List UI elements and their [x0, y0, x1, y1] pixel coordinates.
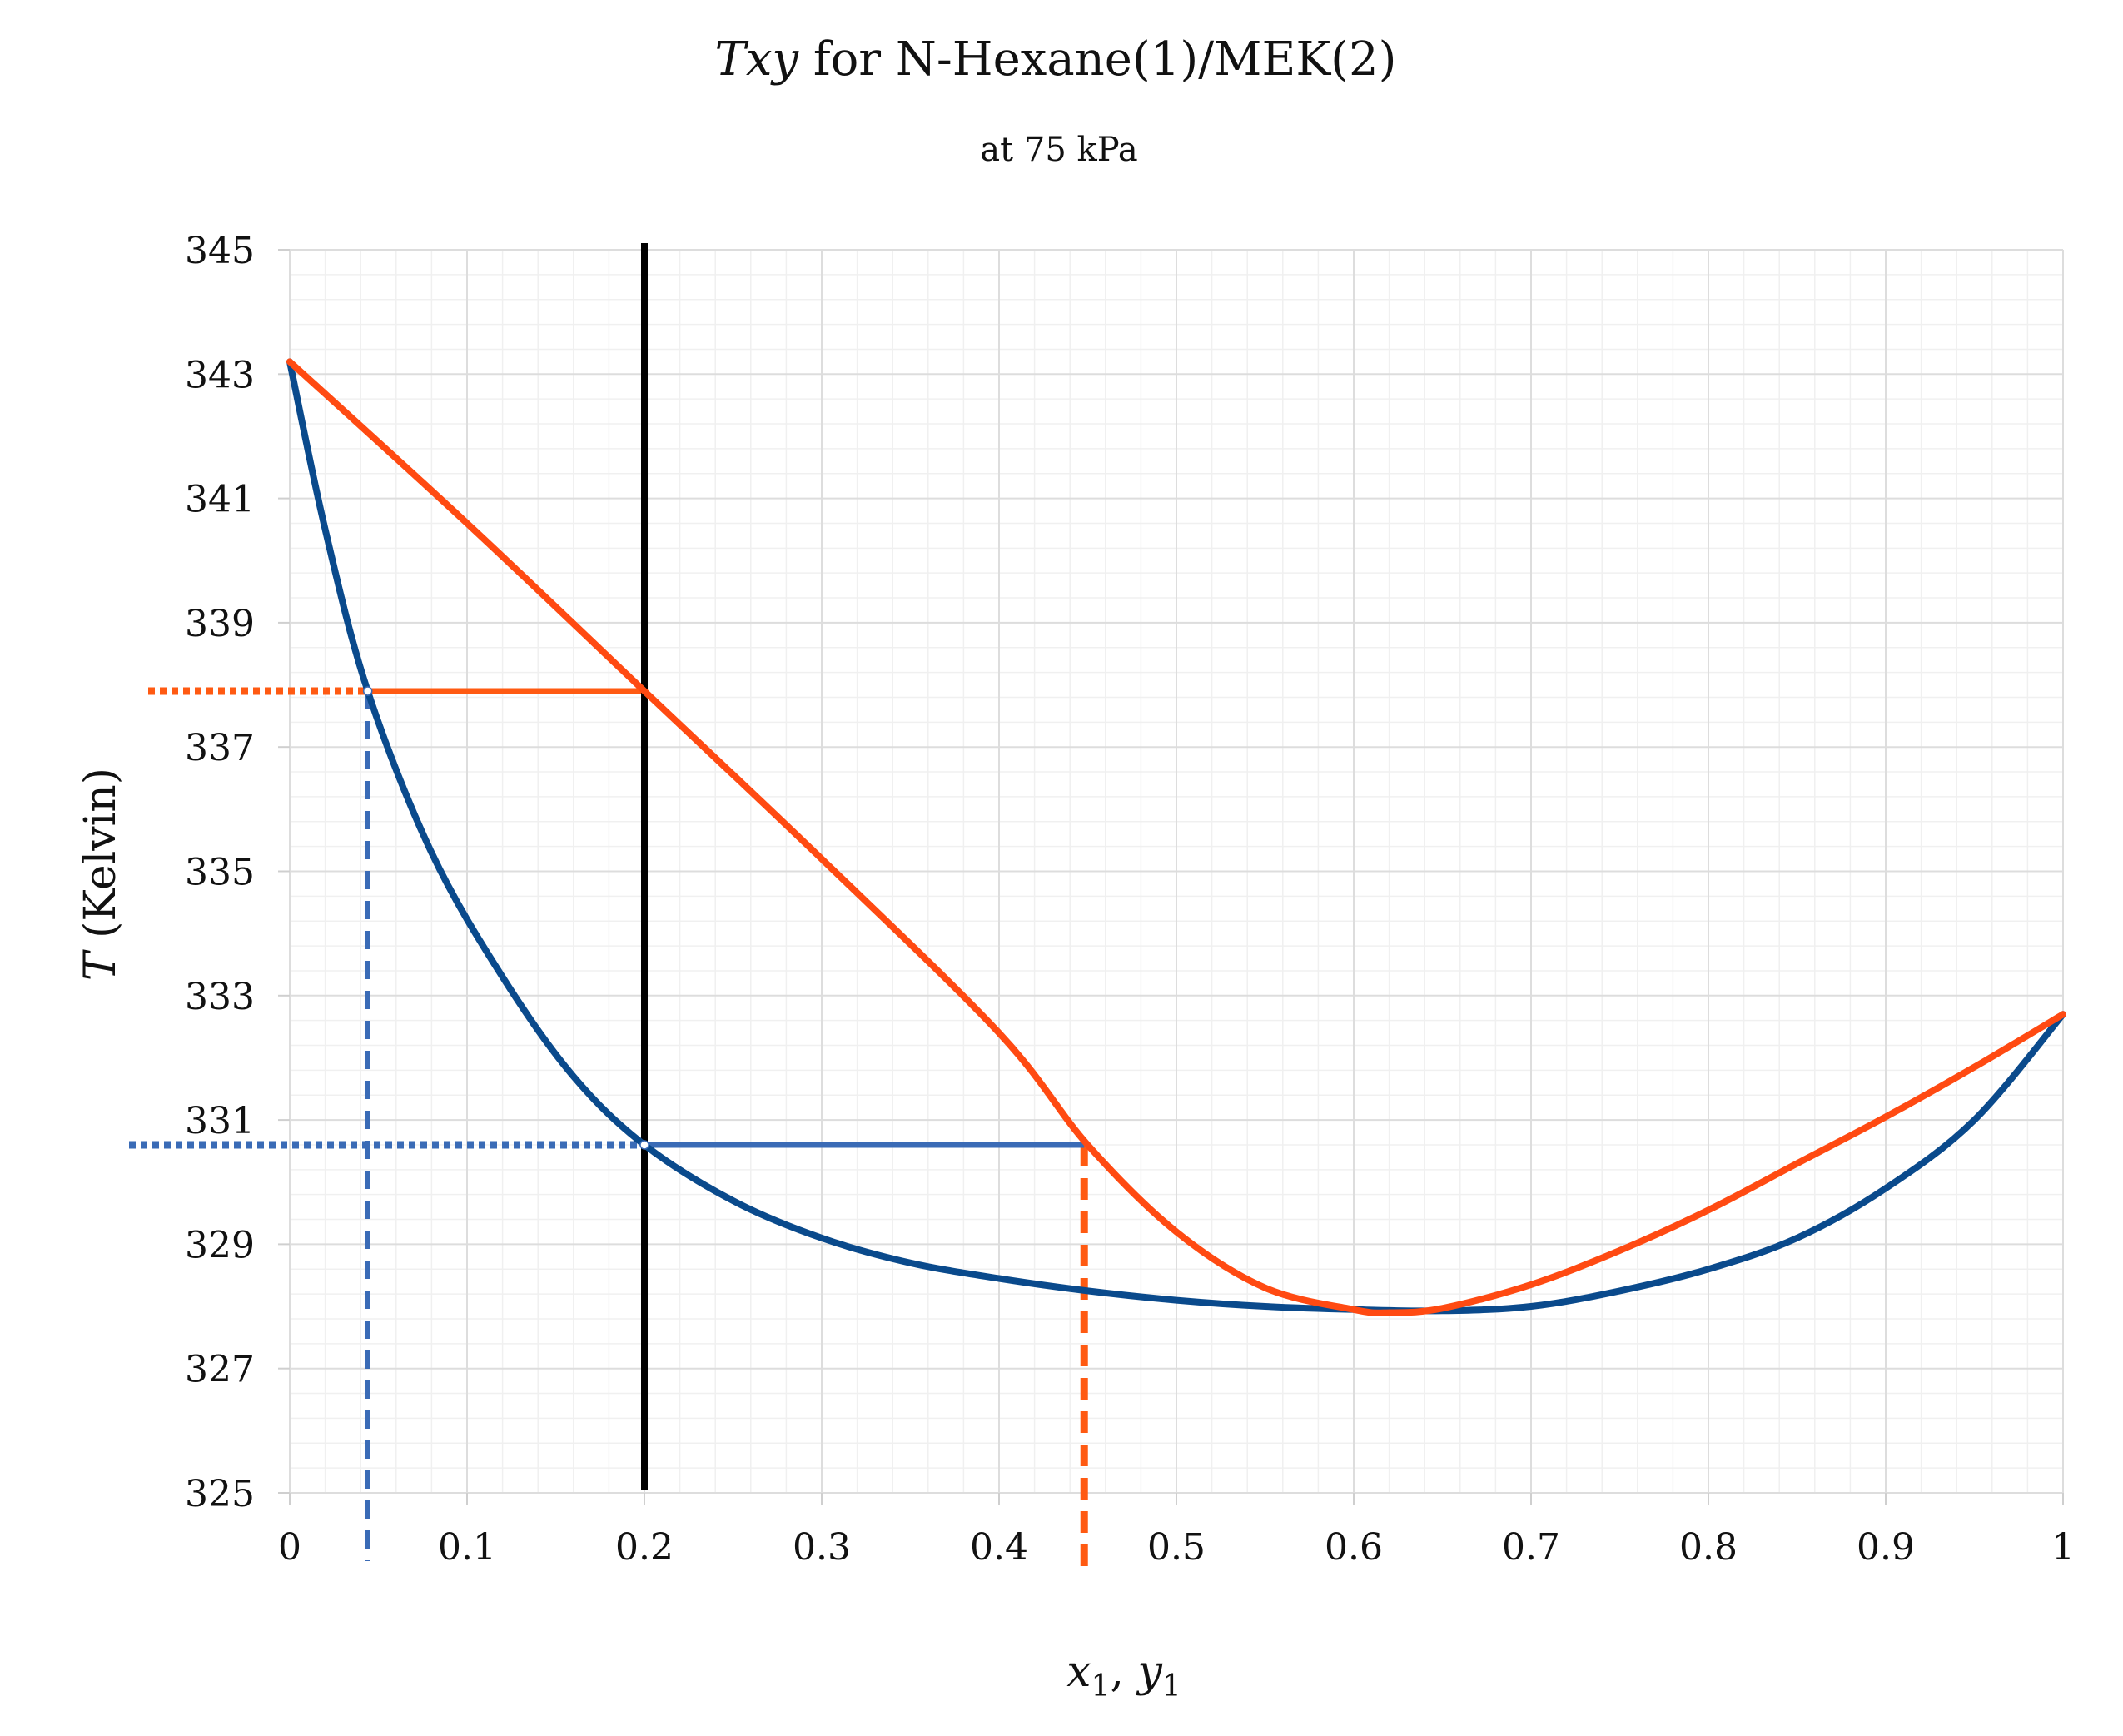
x-tick-label: 0.7 [1502, 1526, 1560, 1569]
x-axis-label-x: x [1066, 1647, 1091, 1697]
y-axis-label-variable: T [76, 949, 126, 981]
chart-title-rest: for N-Hexane(1)/MEK(2) [798, 32, 1396, 87]
y-tick-label: 337 [185, 727, 255, 769]
y-tick-label: 335 [185, 852, 255, 894]
y-tick-label: 329 [185, 1224, 255, 1266]
x-tick-label: 0.3 [793, 1526, 851, 1569]
series [286, 358, 2066, 1316]
y-tick-label: 345 [185, 230, 255, 272]
x-tick-label: 0.2 [615, 1526, 674, 1569]
x-axis-label-sep: , [1110, 1647, 1137, 1697]
y-tick-label: 327 [185, 1349, 255, 1391]
x-tick-label: 0.5 [1147, 1526, 1206, 1569]
x-axis-label-y-sub: 1 [1162, 1669, 1181, 1704]
x-tick-label: 0.1 [438, 1526, 496, 1569]
x-tick-label: 0.9 [1857, 1526, 1915, 1569]
y-axis-label-rest: (Kelvin) [76, 768, 126, 952]
chart-title: Txy for N-Hexane(1)/MEK(2) [714, 32, 1396, 87]
chart-title-variable: Txy [714, 32, 799, 87]
x-tick-label: 0.6 [1325, 1526, 1383, 1569]
dew-point-marker [362, 686, 373, 696]
x-axis-label: x1, y1 [1066, 1647, 1181, 1704]
bubble-point-marker [639, 1140, 649, 1150]
y-tick-label: 343 [185, 354, 255, 396]
y-tick-label: 325 [185, 1473, 255, 1515]
y-tick-label: 341 [185, 479, 255, 521]
x-tick-label: 0.8 [1679, 1526, 1738, 1569]
tick-labels: 0 0.1 0.2 0.3 0.4 0.5 0.6 0.7 0.8 0.9 1 325 327 329 33… [185, 230, 2075, 1569]
x-axis-label-x-sub: 1 [1091, 1669, 1111, 1704]
y-tick-label: 331 [185, 1100, 255, 1142]
bubble-curve-line [286, 358, 2066, 1315]
chart-subtitle: at 75 kPa [980, 131, 1137, 169]
x-tick-label: 1 [2051, 1526, 2075, 1569]
y-tick-label: 333 [185, 976, 255, 1018]
y-tick-label: 339 [185, 603, 255, 645]
guide-lines [129, 243, 1088, 1567]
y-axis-label: T (Kelvin) [76, 768, 126, 981]
marker-points [362, 686, 649, 1150]
dew-curve-line [286, 358, 2066, 1316]
x-tick-label: 0.4 [970, 1526, 1028, 1569]
x-tick-label: 0 [278, 1526, 301, 1569]
x-axis-label-y: y [1136, 1647, 1163, 1697]
grid [278, 249, 2064, 1505]
